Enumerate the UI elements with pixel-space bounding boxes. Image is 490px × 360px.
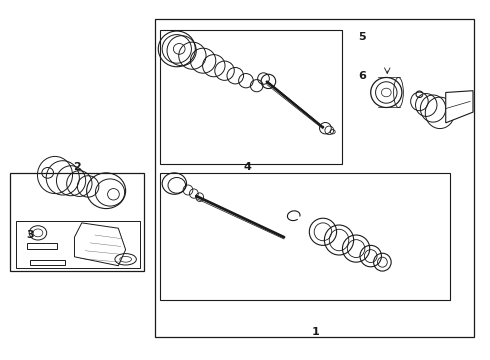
Polygon shape	[446, 91, 473, 123]
Bar	[16, 221, 140, 267]
Bar	[10, 173, 144, 271]
Bar	[155, 19, 474, 337]
Bar	[27, 243, 57, 249]
Text: 6: 6	[358, 71, 366, 81]
Bar	[160, 173, 450, 300]
Text: 3: 3	[26, 230, 33, 240]
Text: 5: 5	[358, 32, 366, 42]
Text: 2: 2	[73, 162, 81, 172]
Text: 4: 4	[244, 162, 251, 172]
Bar	[160, 30, 343, 164]
Polygon shape	[74, 223, 125, 266]
Text: 1: 1	[312, 327, 319, 337]
Bar	[30, 260, 65, 265]
